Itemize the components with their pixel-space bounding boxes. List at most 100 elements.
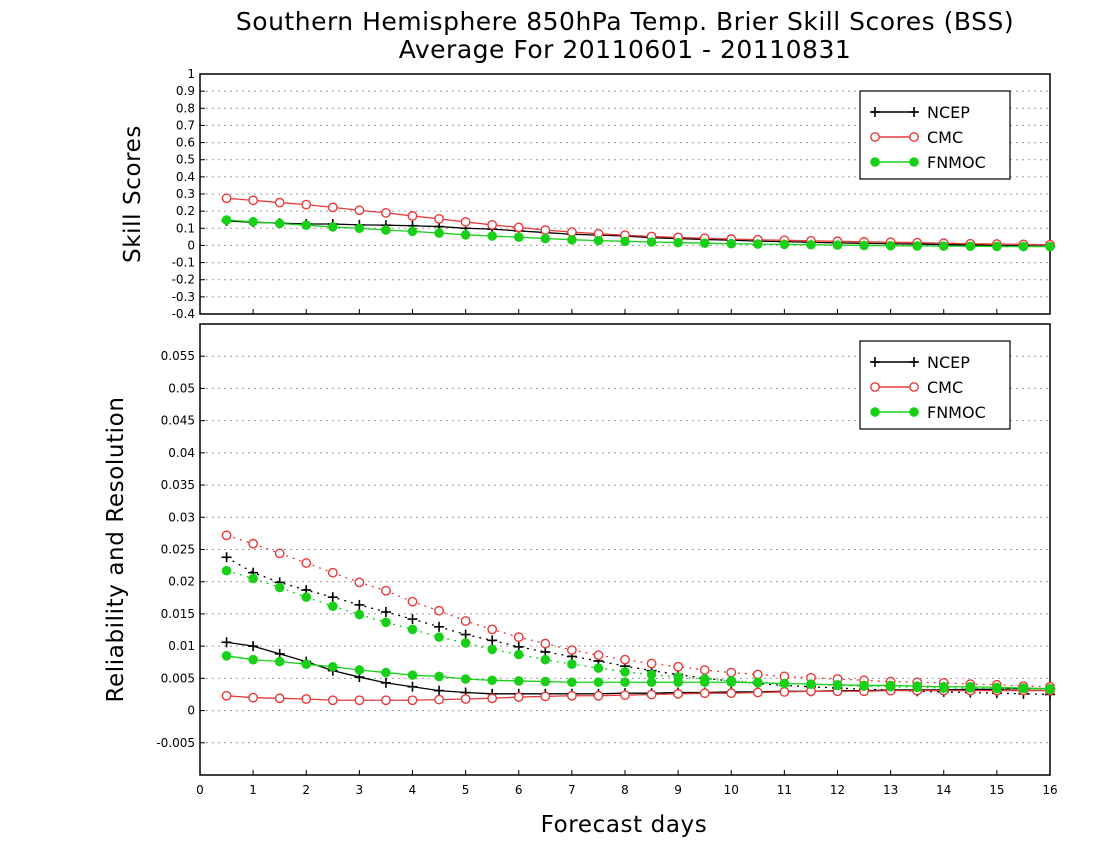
series-line-ncep-resolution	[226, 556, 1051, 696]
data-point-cmc	[566, 645, 577, 655]
data-point-fnmoc	[301, 592, 312, 602]
x-tick-label: 2	[302, 783, 310, 797]
x-tick-label: 1	[249, 783, 257, 797]
legend-marker	[909, 132, 919, 142]
data-point-fnmoc	[460, 674, 471, 684]
data-point-cmc	[301, 199, 312, 210]
data-point-fnmoc	[593, 235, 604, 246]
data-point-fnmoc	[912, 241, 922, 251]
legend: NCEP CMC FNMOC	[859, 90, 1011, 180]
y-tick-label: 0.05	[168, 381, 195, 395]
series-line-cmc	[226, 197, 1051, 246]
series-line-fnmoc-resolution	[226, 570, 1051, 690]
data-point-fnmoc	[806, 679, 816, 689]
y-tick-label: 0	[187, 238, 195, 252]
data-point-cmc	[673, 688, 684, 699]
data-point-fnmoc	[620, 667, 630, 677]
data-point-cmc	[327, 202, 338, 213]
x-tick-label: 13	[883, 783, 898, 797]
y-tick-label: 0.015	[161, 607, 195, 621]
legend: NCEP CMC FNMOC	[859, 340, 1011, 430]
data-point-fnmoc	[912, 682, 922, 693]
data-point-cmc	[248, 195, 259, 206]
data-point-cmc	[301, 558, 312, 568]
data-point-cmc	[646, 689, 657, 700]
data-point-cmc	[513, 222, 524, 233]
data-point-cmc	[327, 695, 338, 706]
y-tick-label: 0.7	[176, 118, 195, 132]
y-tick-label: 0.005	[161, 671, 195, 685]
data-point-fnmoc	[832, 680, 843, 691]
x-tick-label: 11	[777, 783, 792, 797]
data-point-fnmoc	[620, 236, 630, 247]
data-point-fnmoc	[513, 649, 524, 660]
data-point-cmc	[460, 616, 471, 626]
data-point-cmc	[221, 193, 232, 204]
legend-marker	[870, 382, 880, 392]
x-tick-label: 15	[989, 783, 1004, 797]
data-point-cmc	[540, 691, 551, 702]
data-point-cmc	[540, 225, 551, 235]
x-tick-label: 14	[936, 783, 951, 797]
data-point-cmc	[381, 585, 391, 596]
data-point-fnmoc	[1018, 683, 1029, 694]
data-point-cmc	[620, 690, 630, 701]
data-point-fnmoc	[593, 663, 604, 673]
reliability-resolution-panel: 0.055 0.05 0.045 0.04 0.035 0.03 0.025 0.02 0.01…	[103, 323, 1058, 797]
data-point-fnmoc	[407, 670, 418, 680]
data-point-cmc	[327, 567, 338, 578]
x-tick-label: 7	[568, 783, 576, 797]
x-tick-label: 4	[409, 783, 417, 797]
data-point-fnmoc	[221, 215, 232, 225]
legend-marker	[909, 407, 919, 417]
data-point-fnmoc	[938, 683, 949, 693]
y-tick-label: 0.3	[176, 187, 195, 201]
data-point-fnmoc	[248, 573, 258, 584]
plot-frame	[199, 73, 1051, 315]
legend-marker	[870, 157, 880, 167]
data-point-cmc	[673, 661, 684, 672]
data-point-fnmoc	[301, 659, 312, 669]
data-point-fnmoc	[513, 676, 524, 686]
data-point-cmc	[726, 667, 737, 678]
data-point-fnmoc	[221, 565, 232, 576]
data-point-cmc	[407, 211, 418, 221]
data-point-fnmoc	[540, 233, 551, 244]
data-point-fnmoc	[407, 226, 418, 237]
data-point-fnmoc	[593, 677, 604, 688]
data-point-fnmoc	[487, 644, 497, 655]
y-tick-label: 0.03	[168, 510, 195, 524]
data-point-fnmoc	[699, 674, 710, 684]
y-axis-title: Reliability and Resolution	[103, 396, 129, 702]
data-point-fnmoc	[328, 661, 338, 672]
data-point-fnmoc	[381, 225, 391, 235]
y-tick-label: 0.9	[176, 84, 195, 98]
data-point-cmc	[487, 624, 498, 635]
data-point-fnmoc	[646, 669, 657, 680]
data-point-cmc	[593, 690, 604, 701]
data-point-cmc	[354, 695, 365, 706]
data-point-cmc	[381, 695, 391, 706]
x-tick-label: 12	[830, 783, 845, 797]
data-point-fnmoc	[354, 609, 365, 620]
x-tick-label: 16	[1042, 783, 1057, 797]
legend-entry-cmc: CMC	[927, 378, 963, 397]
data-point-fnmoc	[381, 617, 391, 628]
data-point-cmc	[513, 632, 524, 643]
y-tick-label: 0.6	[176, 136, 195, 150]
data-point-fnmoc	[699, 238, 710, 248]
data-point-fnmoc	[354, 665, 365, 675]
y-tick-label: 0.1	[176, 221, 195, 235]
data-point-cmc	[699, 665, 710, 675]
y-tick-label: -0.2	[172, 273, 195, 287]
data-point-fnmoc	[407, 624, 418, 635]
data-point-fnmoc	[726, 238, 737, 249]
data-point-cmc	[434, 213, 444, 224]
data-point-cmc	[726, 688, 737, 699]
y-tick-label: 0.035	[161, 478, 195, 492]
data-point-fnmoc	[248, 654, 258, 665]
data-point-cmc	[407, 695, 418, 706]
legend-box	[859, 340, 1011, 430]
x-tick-label: 5	[462, 783, 470, 797]
data-point-cmc	[407, 596, 418, 607]
